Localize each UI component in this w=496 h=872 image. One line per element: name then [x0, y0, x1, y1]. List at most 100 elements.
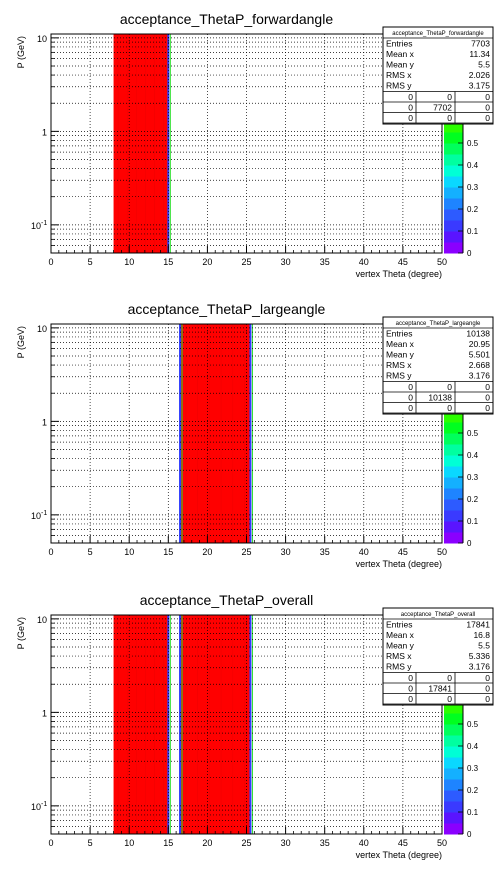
data-band-1	[113, 34, 169, 253]
palette-swatch	[444, 488, 463, 500]
y-tick-base: 10	[31, 221, 41, 231]
x-tick-label: 25	[241, 547, 251, 557]
palette-tick-label: 0.4	[467, 451, 479, 460]
x-tick-label: 40	[359, 257, 369, 267]
x-tick-label: 45	[398, 838, 408, 848]
palette-swatch	[444, 532, 463, 544]
palette-swatch	[444, 165, 463, 177]
stats-row-label: Mean x	[386, 630, 415, 640]
x-tick-label: 20	[202, 547, 212, 557]
stats-row-label: Mean y	[386, 641, 415, 651]
y-axis-label: P (GeV)	[16, 36, 26, 68]
data-band-1	[180, 324, 251, 543]
stats-row-value: 5.336	[469, 651, 491, 661]
palette-swatch	[444, 702, 463, 714]
palette-tick-label: 0.1	[467, 227, 479, 236]
palette-swatch	[444, 422, 463, 434]
stats-grid-cell: 0	[408, 694, 413, 704]
stats-grid-cell: 0	[485, 103, 490, 113]
x-tick-label: 5	[88, 547, 93, 557]
stats-grid-cell: 0	[408, 92, 413, 102]
stats-row-label: Entries	[386, 620, 412, 630]
palette-tick-label: 0.1	[467, 517, 479, 526]
stats-row-value: 5.501	[469, 350, 491, 360]
palette-tick-label: 0.2	[467, 495, 479, 504]
palette-swatch	[444, 411, 463, 423]
stats-title: acceptance_ThetaP_largeangle	[396, 321, 481, 327]
stats-grid-cell: 0	[485, 393, 490, 403]
y-axis-label: P (GeV)	[16, 617, 26, 649]
stats-grid-cell: 0	[485, 694, 490, 704]
palette-tick-label: 0	[467, 830, 472, 839]
x-tick-label: 45	[398, 547, 408, 557]
x-tick-label: 20	[202, 257, 212, 267]
y-tick-label: 10	[37, 34, 47, 44]
stats-box	[382, 26, 494, 125]
stats-box	[382, 316, 494, 415]
y-axis-label: P (GeV)	[16, 326, 26, 358]
palette-swatch	[444, 779, 463, 791]
stats-grid-cell: 0	[408, 393, 413, 403]
x-tick-label: 35	[320, 838, 330, 848]
x-tick-label: 25	[241, 257, 251, 267]
stats-row-value: 2.026	[469, 70, 491, 80]
palette-tick-label: 0.5	[467, 720, 479, 729]
x-tick-label: 10	[124, 547, 134, 557]
stats-grid-cell: 17841	[428, 684, 452, 694]
palette-tick-label: 0	[467, 539, 472, 548]
palette-swatch	[444, 735, 463, 747]
stats-grid-cell: 0	[447, 403, 452, 413]
stats-grid-cell: 0	[447, 113, 452, 123]
x-axis-label: vertex Theta (degree)	[356, 850, 442, 860]
x-tick-label: 10	[124, 257, 134, 267]
stats-row-value: 3.176	[469, 371, 491, 381]
x-tick-label: 15	[163, 838, 173, 848]
palette-swatch	[444, 713, 463, 725]
palette-swatch	[444, 121, 463, 133]
data-band-1	[113, 615, 169, 834]
x-tick-label: 25	[241, 838, 251, 848]
stats-grid-cell: 0	[447, 92, 452, 102]
x-tick-label: 35	[320, 547, 330, 557]
stats-title: acceptance_ThetaP_overall	[401, 612, 475, 618]
x-tick-label: 50	[437, 547, 447, 557]
palette-swatch	[444, 812, 463, 824]
stats-grid-cell: 0	[447, 694, 452, 704]
stats-row-label: Entries	[386, 329, 412, 339]
x-tick-label: 45	[398, 257, 408, 267]
palette-swatch	[444, 823, 463, 835]
y-tick-label: 10-1	[31, 510, 47, 521]
x-tick-label: 40	[359, 838, 369, 848]
palette-swatch	[444, 466, 463, 478]
x-tick-label: 50	[437, 257, 447, 267]
y-tick-label: 1	[42, 127, 47, 137]
stats-row-value: 7703	[471, 39, 490, 49]
palette-tick-label: 0.2	[467, 786, 479, 795]
palette-swatch	[444, 154, 463, 166]
stats-box	[382, 607, 494, 706]
stats-grid-cell: 0	[485, 403, 490, 413]
stats-row-label: RMS y	[386, 81, 412, 91]
stats-grid-cell: 0	[408, 382, 413, 392]
stats-grid-cell: 0	[447, 673, 452, 683]
stats-row-value: 3.175	[469, 81, 491, 91]
stats-row-label: RMS y	[386, 662, 412, 672]
stats-row-value: 5.5	[478, 60, 490, 70]
palette-swatch	[444, 757, 463, 769]
x-tick-label: 40	[359, 547, 369, 557]
y-tick-label: 1	[42, 708, 47, 718]
palette-swatch	[444, 143, 463, 155]
stats-grid-cell: 7702	[433, 103, 452, 113]
palette-swatch	[444, 433, 463, 445]
palette-swatch	[444, 510, 463, 522]
x-axis-label: vertex Theta (degree)	[356, 269, 442, 279]
x-tick-label: 30	[281, 547, 291, 557]
x-tick-label: 15	[163, 257, 173, 267]
data-band-2	[180, 615, 251, 834]
y-tick-base: 10	[31, 511, 41, 521]
x-axis-label: vertex Theta (degree)	[356, 559, 442, 569]
palette-tick-label: 0.3	[467, 183, 479, 192]
stats-row-label: Mean y	[386, 60, 415, 70]
